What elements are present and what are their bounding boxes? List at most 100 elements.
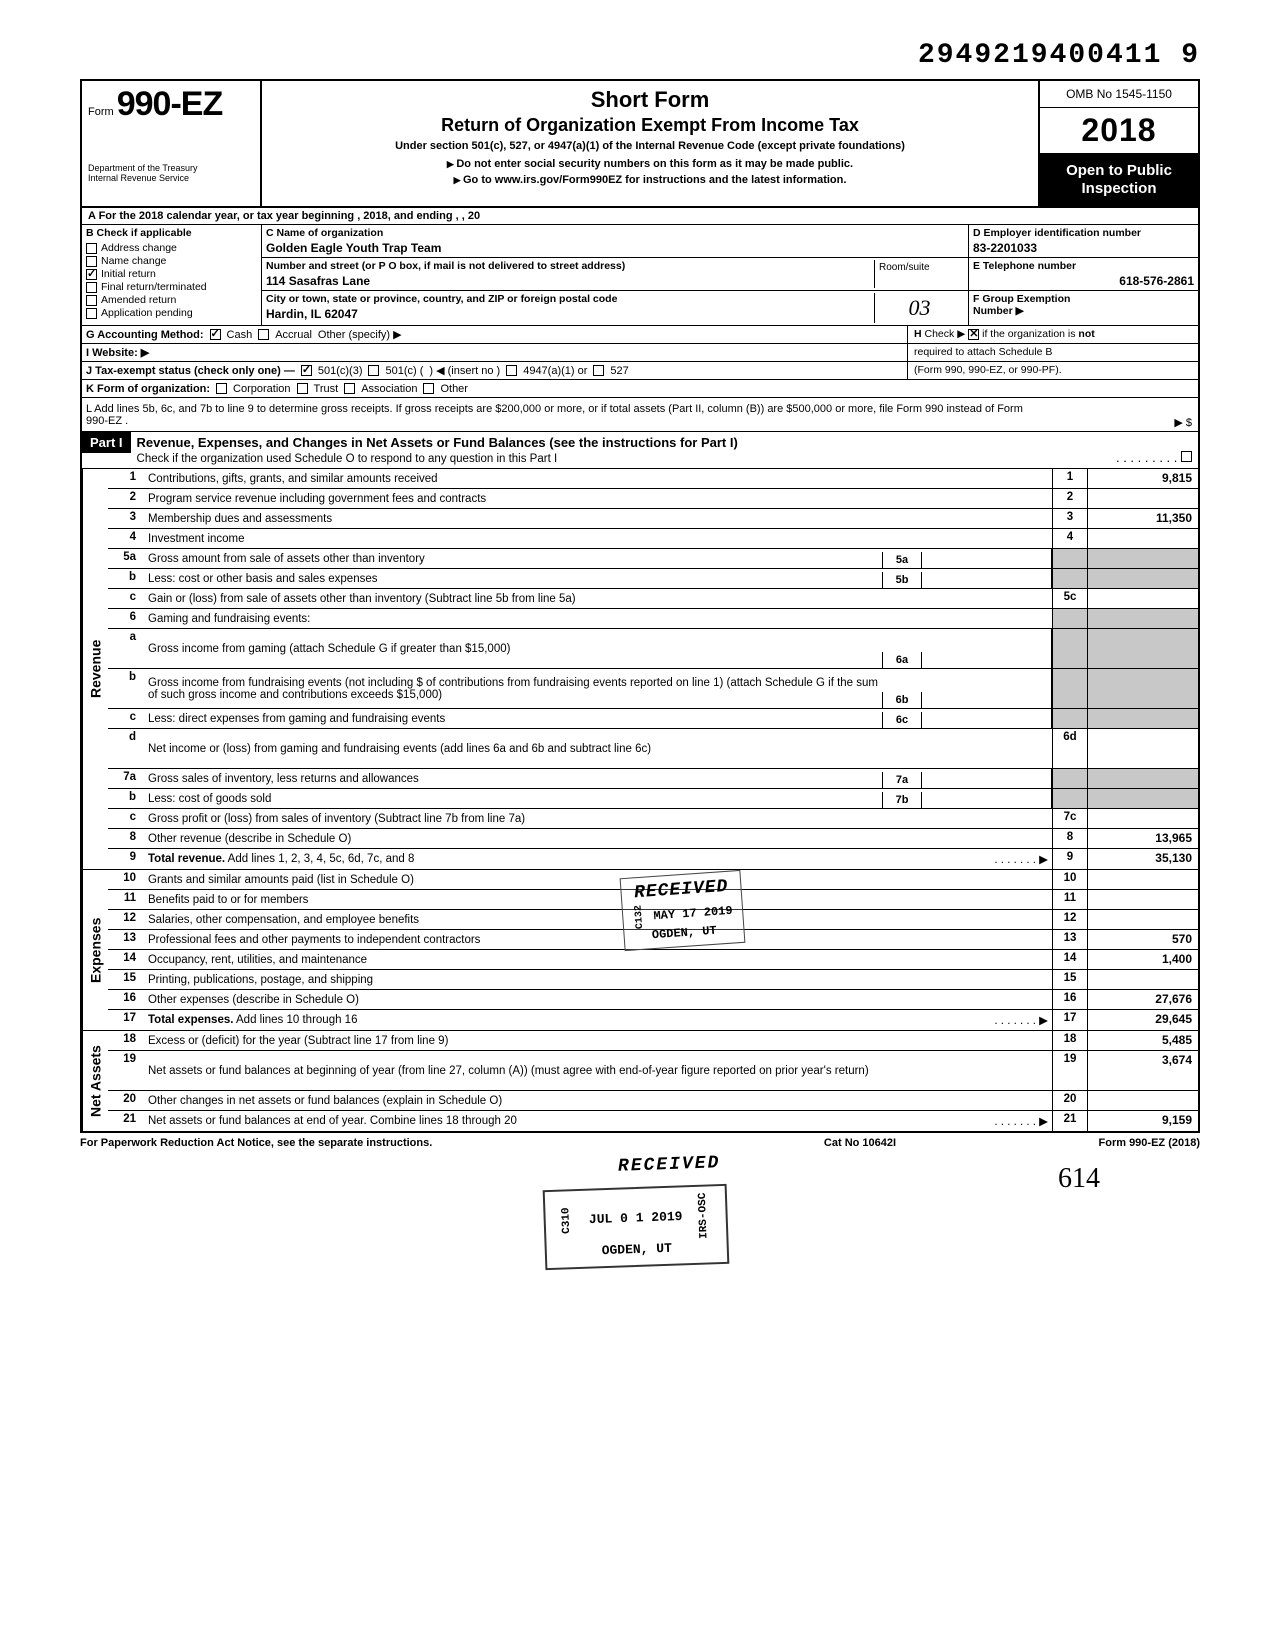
line-number: a xyxy=(108,629,144,668)
line-l-amount: ▶ $ xyxy=(1048,414,1198,431)
cb-schedule-b[interactable] xyxy=(968,329,979,340)
line-number: 4 xyxy=(108,529,144,548)
line-number: 8 xyxy=(108,829,144,848)
amt-num: 10 xyxy=(1052,870,1088,889)
year-suffix: 18 xyxy=(1119,112,1157,148)
org-name-value: Golden Eagle Youth Trap Team xyxy=(266,239,964,255)
phone-value: 618-576-2861 xyxy=(973,272,1194,288)
line-desc: Less: direct expenses from gaming and fu… xyxy=(144,709,882,728)
cb-trust[interactable] xyxy=(297,383,308,394)
data-line-14: 14Occupancy, rent, utilities, and mainte… xyxy=(108,950,1198,970)
cb-address-change[interactable]: Address change xyxy=(86,242,257,254)
line-desc: Gaming and fundraising events: xyxy=(144,609,1052,628)
stamp-date: JUL 0 1 2019 xyxy=(589,1209,683,1227)
city-label: City or town, state or province, country… xyxy=(266,293,874,305)
header-center: Short Form Return of Organization Exempt… xyxy=(262,81,1038,206)
amt-val: 13,965 xyxy=(1088,829,1198,848)
insert-no: ) ◀ (insert no ) xyxy=(429,364,500,377)
open-public-badge: Open to Public Inspection xyxy=(1040,154,1198,206)
cb-4947[interactable] xyxy=(506,365,517,376)
revenue-section: Revenue 1Contributions, gifts, grants, a… xyxy=(82,469,1198,870)
cb-assoc[interactable] xyxy=(344,383,355,394)
line-number: 16 xyxy=(108,990,144,1009)
cb-amended[interactable]: Amended return xyxy=(86,294,257,306)
netassets-body: 18Excess or (deficit) for the year (Subt… xyxy=(108,1031,1198,1131)
sub-line-num: 7a xyxy=(882,772,922,788)
line-desc: Gain or (loss) from sale of assets other… xyxy=(144,589,1052,608)
stamp-area: RECEIVED C310 JUL 0 1 2019 IRS-OSC OGDEN… xyxy=(80,1153,1200,1293)
cb-label: Amended return xyxy=(101,294,176,306)
amt-num: 18 xyxy=(1052,1031,1088,1050)
cb-label: Name change xyxy=(101,255,166,267)
cb-schedule-o[interactable] xyxy=(1181,451,1192,462)
amt-val-shaded xyxy=(1088,569,1198,588)
cb-501c3[interactable] xyxy=(301,365,312,376)
amt-num-shaded xyxy=(1052,769,1088,788)
line-h-cont: required to attach Schedule B xyxy=(908,344,1198,361)
part-i-title: Revenue, Expenses, and Changes in Net As… xyxy=(131,432,1198,468)
footer-right: Form 990-EZ (2018) xyxy=(1000,1137,1200,1149)
amt-val xyxy=(1088,529,1198,548)
line-number: b xyxy=(108,669,144,708)
cb-name-change[interactable]: Name change xyxy=(86,255,257,267)
line-desc: Program service revenue including govern… xyxy=(144,489,1052,508)
line-number: c xyxy=(108,809,144,828)
form-header: Form 990-EZ Department of the Treasury I… xyxy=(82,81,1198,208)
data-line-3: 3Membership dues and assessments311,350 xyxy=(108,509,1198,529)
header-left: Form 990-EZ Department of the Treasury I… xyxy=(82,81,262,206)
part-i-title-text: Revenue, Expenses, and Changes in Net As… xyxy=(137,435,738,450)
amt-val: 570 xyxy=(1088,930,1198,949)
line-number: 13 xyxy=(108,930,144,949)
cb-corp[interactable] xyxy=(216,383,227,394)
line-desc: Less: cost of goods sold xyxy=(144,789,882,808)
amt-num: 8 xyxy=(1052,829,1088,848)
org-name-label: C Name of organization xyxy=(266,227,964,239)
data-line-18: 18Excess or (deficit) for the year (Subt… xyxy=(108,1031,1198,1051)
ein-label: D Employer identification number xyxy=(973,227,1194,239)
line-desc: Salaries, other compensation, and employ… xyxy=(144,910,1052,929)
cb-other-org[interactable] xyxy=(423,383,434,394)
cb-527[interactable] xyxy=(593,365,604,376)
data-line-2: 2Program service revenue including gover… xyxy=(108,489,1198,509)
corp-label: Corporation xyxy=(233,383,290,395)
amt-val-shaded xyxy=(1088,629,1198,668)
section-b-checkboxes: B Check if applicable Address change Nam… xyxy=(82,225,262,325)
cb-cash[interactable] xyxy=(210,329,221,340)
form-subtitle: Return of Organization Exempt From Incom… xyxy=(272,115,1028,136)
line-desc: Membership dues and assessments xyxy=(144,509,1052,528)
amt-val-shaded xyxy=(1088,549,1198,568)
data-line-9: 9Total revenue. Add lines 1, 2, 3, 4, 5c… xyxy=(108,849,1198,869)
data-line-6: 6Gaming and fundraising events: xyxy=(108,609,1198,629)
form-prefix: Form xyxy=(88,106,114,118)
amt-val: 9,159 xyxy=(1088,1111,1198,1131)
line-number: c xyxy=(108,589,144,608)
received-stamp-1: RECEIVED xyxy=(603,1145,735,1187)
cb-label: Initial return xyxy=(101,268,156,280)
amt-num: 4 xyxy=(1052,529,1088,548)
sub-line-num: 6a xyxy=(882,652,922,668)
cb-final-return[interactable]: Final return/terminated xyxy=(86,281,257,293)
form-number: Form 990-EZ xyxy=(88,106,222,118)
sub-line-num: 5b xyxy=(882,572,922,588)
part-i-header: Part I Revenue, Expenses, and Changes in… xyxy=(82,432,1198,469)
amt-num-shaded xyxy=(1052,709,1088,728)
group-ex-label: F Group Exemption xyxy=(973,293,1194,305)
line-desc: Other changes in net assets or fund bala… xyxy=(144,1091,1052,1110)
cb-initial-return[interactable]: Initial return xyxy=(86,268,257,280)
amt-val-shaded xyxy=(1088,789,1198,808)
note-website: Go to www.irs.gov/Form990EZ for instruct… xyxy=(272,174,1028,186)
amt-val xyxy=(1088,910,1198,929)
part-i-badge: Part I xyxy=(82,432,131,453)
amt-num: 9 xyxy=(1052,849,1088,869)
cb-501c[interactable] xyxy=(368,365,379,376)
data-line-8: 8Other revenue (describe in Schedule O)8… xyxy=(108,829,1198,849)
amt-num-shaded xyxy=(1052,569,1088,588)
line-desc: Grants and similar amounts paid (list in… xyxy=(144,870,1052,889)
cb-accrual[interactable] xyxy=(258,329,269,340)
amt-num: 12 xyxy=(1052,910,1088,929)
data-line-15: 15Printing, publications, postage, and s… xyxy=(108,970,1198,990)
cb-app-pending[interactable]: Application pending xyxy=(86,307,257,319)
line-g: G Accounting Method: Cash Accrual Other … xyxy=(82,326,1198,344)
footer-left: For Paperwork Reduction Act Notice, see … xyxy=(80,1137,720,1149)
amt-val xyxy=(1088,870,1198,889)
